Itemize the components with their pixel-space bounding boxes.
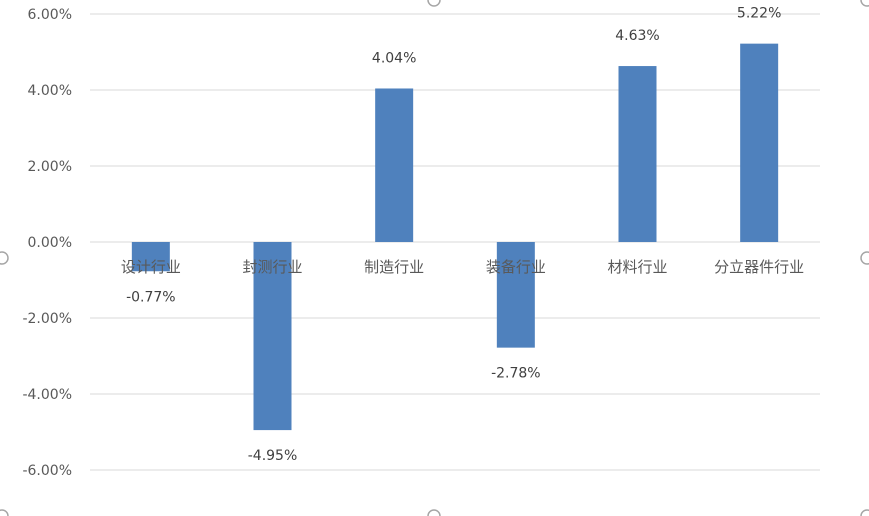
y-tick-label: 0.00% bbox=[28, 235, 72, 251]
data-labels: -0.77% -4.95% 4.04% -2.78% 4.63% 5.22% bbox=[126, 6, 781, 464]
y-axis-tick-labels: 6.00% 4.00% 2.00% 0.00% -2.00% -4.00% -6.00% bbox=[22, 7, 72, 479]
data-label: 4.04% bbox=[372, 50, 416, 66]
data-label: -4.95% bbox=[248, 448, 298, 464]
bar[interactable] bbox=[496, 242, 535, 348]
bars bbox=[131, 43, 779, 431]
y-tick-label: -2.00% bbox=[22, 311, 72, 327]
y-tick-label: 4.00% bbox=[28, 83, 72, 99]
resize-handle[interactable] bbox=[0, 509, 9, 516]
category-label: 分立器件行业 bbox=[714, 258, 804, 276]
y-tick-label: 6.00% bbox=[28, 7, 72, 23]
gridlines bbox=[90, 13, 820, 471]
bar[interactable] bbox=[375, 88, 414, 242]
resize-handle[interactable] bbox=[0, 251, 9, 265]
bar[interactable] bbox=[253, 242, 292, 431]
resize-handle[interactable] bbox=[860, 251, 869, 265]
category-label: 材料行业 bbox=[607, 258, 667, 276]
y-tick-label: -6.00% bbox=[22, 463, 72, 479]
bar[interactable] bbox=[740, 43, 779, 242]
category-label: 装备行业 bbox=[486, 258, 546, 276]
category-labels: 设计行业 封测行业 制造行业 装备行业 材料行业 分立器件行业 bbox=[121, 258, 804, 276]
resize-handle[interactable] bbox=[427, 0, 441, 7]
y-tick-label: 2.00% bbox=[28, 159, 72, 175]
category-label: 设计行业 bbox=[121, 258, 181, 276]
category-label: 封测行业 bbox=[242, 258, 302, 276]
data-label: -2.78% bbox=[491, 366, 541, 382]
resize-handle[interactable] bbox=[860, 0, 869, 7]
resize-handle[interactable] bbox=[860, 509, 869, 516]
y-tick-label: -4.00% bbox=[22, 387, 72, 403]
data-label: 4.63% bbox=[615, 28, 659, 44]
data-label: -0.77% bbox=[126, 289, 176, 305]
bar[interactable] bbox=[618, 66, 657, 242]
resize-handle[interactable] bbox=[427, 509, 441, 516]
bar[interactable] bbox=[131, 242, 170, 272]
data-label: 5.22% bbox=[737, 6, 781, 22]
category-label: 制造行业 bbox=[364, 258, 424, 276]
